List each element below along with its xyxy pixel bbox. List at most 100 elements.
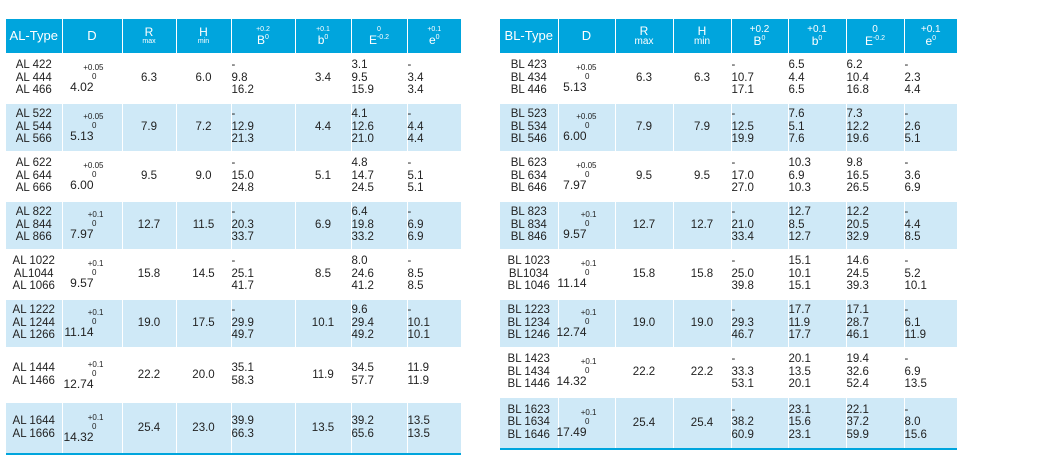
types-value: AL 844: [15, 218, 52, 231]
d-lower-tolerance: 0: [585, 219, 590, 228]
B-value: -: [231, 206, 236, 219]
E-cell: 39.2 65.6: [351, 401, 408, 455]
e-value: 5.1: [407, 182, 424, 195]
E-value: 22.1: [846, 403, 869, 416]
e-value: 3.4: [407, 71, 424, 84]
d-cell: +0.05 0 6.00: [62, 151, 123, 202]
E-cell: 9.6 29.4 49.2: [351, 298, 408, 349]
b-value: 15.6: [788, 416, 811, 429]
e-value: 13.5: [904, 378, 927, 391]
B-cell: -25.1 41.7: [231, 249, 296, 300]
table-row: AL 622 AL 644 AL 666 +0.05 0 6.00 9.5 9.0-15.0 2…: [6, 151, 461, 202]
B-value: 10.7: [731, 71, 754, 84]
B-cell: 35.1 58.3: [231, 347, 296, 403]
d-upper-tolerance: +0.05: [576, 112, 597, 121]
types-value: BL1034: [508, 267, 549, 280]
E-value: 10.4: [846, 71, 869, 84]
d-cell: +0.1 0 12.74: [556, 298, 616, 349]
e-value: 4.4: [407, 133, 424, 146]
r-cell: 6.3: [615, 53, 674, 104]
header-es-label: e: [428, 33, 436, 47]
header-bs-tolerance: +0.1: [316, 26, 330, 33]
b-value: 7.6: [788, 108, 805, 121]
E-value: 19.6: [846, 133, 869, 146]
E-value: 39.2: [351, 415, 374, 427]
e-cell: -2.3 4.4: [904, 53, 957, 104]
r-cell: 12.7: [615, 200, 674, 251]
d-value: 5.13: [563, 79, 587, 94]
r-cell: 25.4: [615, 396, 674, 450]
d-cell: +0.05 0 5.13: [558, 53, 616, 104]
b-value: 11.9: [788, 316, 811, 329]
E-value: 32.6: [846, 365, 869, 378]
types-value: BL 1423: [507, 353, 550, 366]
B-value: 66.3: [231, 427, 254, 440]
B-value: 38.2: [731, 416, 754, 429]
E-value: 16.5: [846, 169, 869, 182]
E-value: 9.8: [846, 157, 863, 170]
d-cell: +0.1 0 7.97: [62, 200, 123, 251]
types-value: AL 466: [15, 84, 52, 96]
table-row: BL 1623 BL 1634 BL 1646 +0.1 0 17.49 25.4 25.4-…: [500, 396, 957, 450]
b-value: 23.1: [788, 403, 811, 416]
d-value: 11.14: [64, 325, 94, 339]
e-cell: -5.2 10.1: [904, 249, 957, 300]
B-value: 29.3: [731, 316, 754, 329]
E-cell: 4.1 12.6 21.0: [351, 102, 408, 153]
type-cell: AL 1644 AL 1666: [6, 401, 63, 455]
E-value: 24.5: [846, 267, 869, 280]
h-cell: 7.2: [176, 102, 232, 153]
header-d: D: [62, 19, 123, 54]
types-value: AL 1666: [12, 427, 55, 440]
d-upper-tolerance: +0.05: [83, 62, 104, 72]
types-value: AL 544: [15, 120, 52, 133]
B-value: 21.0: [731, 218, 754, 231]
header-b-sup: 0: [761, 35, 766, 42]
b-cell: 3.4: [295, 53, 352, 104]
type-cell: AL 822 AL 844 AL 866: [6, 200, 63, 251]
E-cell: 7.3 12.2 19.6: [846, 102, 905, 153]
b-value: 20.1: [788, 378, 811, 391]
E-cell: 17.1 28.7 46.1: [846, 298, 905, 349]
d-value: 11.14: [557, 276, 587, 290]
r-cell: 12.7: [122, 200, 177, 251]
E-value: 29.4: [351, 316, 374, 329]
E-value: 24.5: [351, 182, 374, 195]
B-cell: -12.9 21.3: [231, 102, 296, 153]
header-b-label: B: [257, 33, 266, 47]
table-row: BL 1223 BL 1234 BL 1246 +0.1 0 12.74 19.0 19.0-…: [500, 298, 957, 349]
B-cell: -21.0 33.4: [731, 200, 789, 251]
e-value: 4.4: [904, 218, 921, 231]
B-value: 12.5: [731, 120, 754, 133]
E-value: 34.5: [351, 362, 374, 374]
E-value: 14.6: [846, 255, 869, 268]
h-cell: 22.2: [673, 347, 732, 398]
b-value: 6.9: [788, 169, 805, 182]
types-value: AL 1444: [12, 362, 55, 374]
e-value: 6.1: [904, 316, 921, 329]
d-upper-tolerance: +0.1: [87, 210, 104, 219]
header-b-lower: +0.1 b0: [788, 19, 847, 54]
b-cell: 17.7 11.9 17.7: [788, 298, 847, 349]
r-cell: 6.3: [122, 53, 177, 104]
types-value: BL 1246: [507, 329, 550, 342]
d-cell: +0.1 0 11.14: [62, 298, 123, 349]
header-es-sup: 0: [932, 35, 937, 42]
E-value: 16.8: [846, 84, 869, 96]
e-value: 11.9: [904, 329, 927, 342]
d-value: 14.32: [556, 374, 587, 388]
d-upper-tolerance: +0.05: [83, 112, 104, 121]
b-cell: 7.6 5.1 7.6: [788, 102, 847, 153]
types-value: BL 1434: [507, 365, 550, 378]
type-cell: BL 523 BL 534 BL 546: [500, 102, 559, 153]
B-value: 39.8: [731, 280, 754, 293]
table-row: BL 1423 BL 1434 BL 1446 +0.1 0 14.32 22.2 22.2-…: [500, 347, 957, 398]
header-bs-sup: 0: [324, 34, 329, 41]
type-cell: BL 823 BL 834 BL 846: [500, 200, 559, 251]
h-cell: 12.7: [673, 200, 732, 251]
B-cell: 39.9 66.3: [231, 401, 296, 455]
B-value: 58.3: [231, 374, 254, 387]
B-value: 16.2: [231, 84, 254, 96]
header-type: BL-Type: [500, 19, 559, 54]
d-value: 6.00: [563, 129, 587, 143]
